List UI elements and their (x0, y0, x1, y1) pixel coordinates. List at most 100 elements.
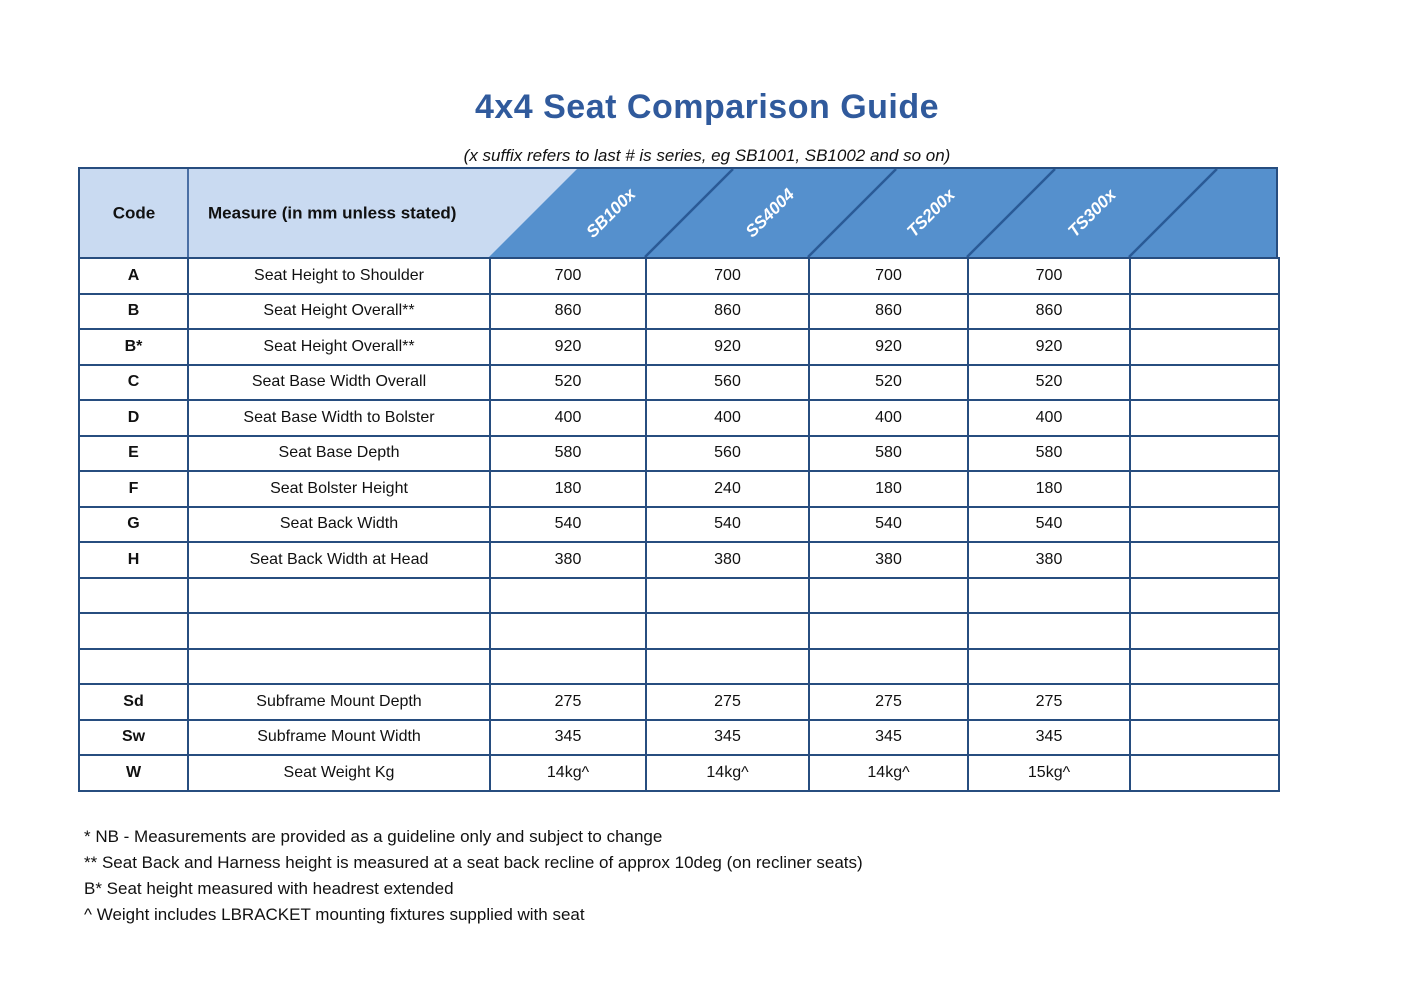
value-cell: 700 (645, 257, 810, 295)
table-row: W Seat Weight Kg 14kg^ 14kg^ 14kg^ 15kg^ (78, 754, 1280, 792)
table-row: G Seat Back Width 540 540 540 540 (78, 505, 1280, 543)
footnote-recline: ** Seat Back and Harness height is measu… (84, 853, 863, 872)
code-cell: B (78, 292, 189, 330)
code-cell: Sd (78, 683, 189, 721)
table-row (78, 647, 1280, 685)
value-cell (489, 612, 647, 650)
table-row: Sd Subframe Mount Depth 275 275 275 275 (78, 683, 1280, 721)
measure-cell: Seat Height Overall** (187, 292, 491, 330)
code-cell: B* (78, 328, 189, 366)
table-row: B Seat Height Overall** 860 860 860 860 (78, 292, 1280, 330)
value-cell: 560 (645, 363, 810, 401)
value-cell: 345 (489, 718, 647, 756)
value-cell: 275 (967, 683, 1131, 721)
footnotes: * NB - Measurements are provided as a gu… (84, 827, 1284, 931)
value-cell: 520 (489, 363, 647, 401)
code-cell: Sw (78, 718, 189, 756)
page-subtitle: (x suffix refers to last # is series, eg… (463, 146, 951, 165)
value-cell: 860 (489, 292, 647, 330)
value-cell: 380 (967, 541, 1131, 579)
value-cell (808, 647, 969, 685)
value-cell: 380 (808, 541, 969, 579)
table-header-band: Code Measure (in mm unless stated) SB100… (78, 167, 1278, 257)
page-title: 4x4 Seat Comparison Guide (474, 88, 940, 126)
code-cell (78, 576, 189, 614)
value-cell: 580 (808, 434, 969, 472)
value-cell (1129, 363, 1280, 401)
measure-cell (187, 647, 491, 685)
table-row: C Seat Base Width Overall 520 560 520 520 (78, 363, 1280, 401)
value-cell: 520 (967, 363, 1131, 401)
value-cell: 560 (645, 434, 810, 472)
value-cell (1129, 718, 1280, 756)
value-cell (808, 576, 969, 614)
table-body: A Seat Height to Shoulder 700 700 700 700 B Sea… (78, 257, 1280, 792)
value-cell: 275 (645, 683, 810, 721)
measure-cell: Seat Bolster Height (187, 470, 491, 508)
code-cell: E (78, 434, 189, 472)
table-row (78, 612, 1280, 650)
value-cell (967, 576, 1131, 614)
value-cell: 860 (808, 292, 969, 330)
value-cell: 14kg^ (808, 754, 969, 792)
measure-cell: Seat Height Overall** (187, 328, 491, 366)
code-cell (78, 612, 189, 650)
value-cell (1129, 257, 1280, 295)
value-cell (489, 647, 647, 685)
value-cell: 15kg^ (967, 754, 1131, 792)
value-cell: 580 (489, 434, 647, 472)
measure-cell: Subframe Mount Width (187, 718, 491, 756)
measure-cell: Seat Back Width at Head (187, 541, 491, 579)
footnote-weight: ^ Weight includes LBRACKET mounting fixt… (84, 905, 585, 924)
value-cell: 400 (645, 399, 810, 437)
value-cell: 920 (489, 328, 647, 366)
header-light-area (80, 169, 577, 257)
value-cell: 540 (967, 505, 1131, 543)
value-cell: 180 (808, 470, 969, 508)
measure-cell: Seat Base Width to Bolster (187, 399, 491, 437)
code-cell: H (78, 541, 189, 579)
header-graphic: Code Measure (in mm unless stated) SB100… (80, 169, 1276, 257)
value-cell: 345 (645, 718, 810, 756)
code-column-header: Code (113, 204, 156, 223)
value-cell: 920 (967, 328, 1131, 366)
value-cell (1129, 612, 1280, 650)
code-cell: G (78, 505, 189, 543)
table-row: D Seat Base Width to Bolster 400 400 400 400 (78, 399, 1280, 437)
value-cell: 400 (489, 399, 647, 437)
value-cell (1129, 399, 1280, 437)
table-row: H Seat Back Width at Head 380 380 380 380 (78, 541, 1280, 579)
value-cell: 345 (967, 718, 1131, 756)
value-cell (645, 576, 810, 614)
value-cell: 345 (808, 718, 969, 756)
value-cell: 400 (808, 399, 969, 437)
measure-cell (187, 576, 491, 614)
value-cell: 14kg^ (645, 754, 810, 792)
value-cell: 920 (808, 328, 969, 366)
value-cell: 580 (967, 434, 1131, 472)
value-cell: 700 (967, 257, 1131, 295)
value-cell (1129, 683, 1280, 721)
measure-cell: Seat Weight Kg (187, 754, 491, 792)
table-row: B* Seat Height Overall** 920 920 920 920 (78, 328, 1280, 366)
value-cell (1129, 292, 1280, 330)
measure-cell: Seat Back Width (187, 505, 491, 543)
comparison-table: A Seat Height to Shoulder 700 700 700 700 B Sea… (78, 257, 1280, 792)
measure-cell: Seat Base Width Overall (187, 363, 491, 401)
table-row: E Seat Base Depth 580 560 580 580 (78, 434, 1280, 472)
code-cell (78, 647, 189, 685)
measure-cell: Seat Base Depth (187, 434, 491, 472)
measure-cell (187, 612, 491, 650)
value-cell (967, 647, 1131, 685)
code-cell: W (78, 754, 189, 792)
value-cell: 520 (808, 363, 969, 401)
value-cell: 380 (489, 541, 647, 579)
diagonal-divider (1128, 169, 1218, 257)
value-cell: 860 (645, 292, 810, 330)
value-cell: 400 (967, 399, 1131, 437)
value-cell: 380 (645, 541, 810, 579)
value-cell (489, 576, 647, 614)
value-cell (1129, 505, 1280, 543)
value-cell (1129, 647, 1280, 685)
value-cell: 700 (489, 257, 647, 295)
